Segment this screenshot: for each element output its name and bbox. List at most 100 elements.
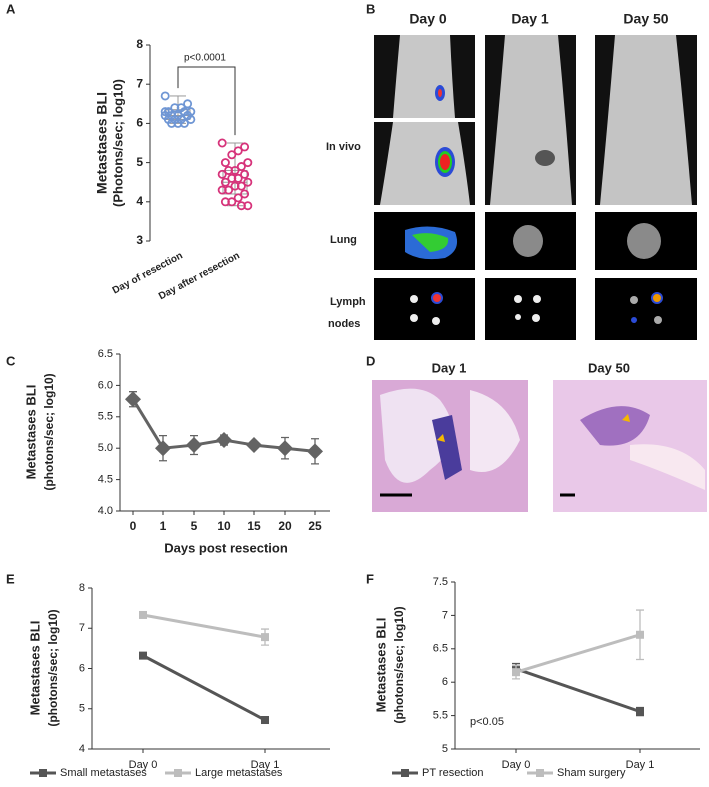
marker — [307, 443, 323, 460]
image-title: Day 1 — [432, 360, 467, 375]
data-point — [227, 150, 237, 160]
y-tick-label: 8 — [79, 582, 85, 594]
y-tick-label: 5 — [79, 703, 85, 715]
y-tick-label: 5.0 — [98, 442, 113, 454]
y-axis-title: Metastases BLI — [23, 385, 38, 480]
annotation: p<0.0001 — [184, 53, 226, 64]
legend-swatch — [174, 769, 182, 777]
panel-label: E — [6, 571, 15, 586]
marker — [261, 716, 269, 725]
y-axis-title: Metastases BLI — [94, 92, 110, 194]
data-point — [233, 146, 243, 156]
marker — [636, 707, 644, 716]
marker — [512, 668, 520, 677]
y-tick-label: 3 — [136, 233, 143, 247]
data-point — [236, 162, 246, 172]
y-tick-label: 7 — [136, 76, 143, 90]
imaging-panel — [374, 35, 697, 340]
data-point — [224, 165, 234, 175]
significance-bracket — [177, 66, 236, 136]
row-label: Lymph — [330, 296, 366, 308]
y-tick-label: 4 — [79, 743, 85, 755]
legend-label: Sham surgery — [557, 767, 626, 779]
panel-label: A — [6, 1, 16, 16]
legend-label: Large metastases — [195, 767, 283, 779]
y-tick-label: 6.5 — [433, 643, 448, 655]
data-point — [243, 177, 253, 187]
marker — [125, 391, 141, 408]
x-tick-label: 5 — [191, 519, 198, 533]
data-point — [220, 197, 230, 207]
y-tick-label: 6.5 — [98, 348, 113, 360]
y-tick-label: 4.5 — [98, 474, 113, 486]
y-axis-title: (photons/sec; log10) — [46, 609, 60, 726]
legend-swatch — [39, 769, 47, 777]
y-tick-label: 7.5 — [433, 576, 448, 588]
data-point — [243, 158, 253, 168]
y-tick-label: 7 — [442, 609, 448, 621]
panel-label: C — [6, 353, 16, 368]
data-point — [220, 177, 230, 187]
data-point — [160, 107, 170, 117]
y-tick-label: 6.0 — [98, 379, 113, 391]
x-tick-label: 10 — [217, 519, 231, 533]
column-title: Day 1 — [511, 11, 549, 27]
marker — [636, 630, 644, 639]
y-tick-label: 6 — [79, 662, 85, 674]
data-point — [227, 173, 237, 183]
x-tick-label: Day 1 — [626, 759, 655, 771]
data-point — [167, 118, 177, 128]
x-tick-label: 15 — [247, 519, 261, 533]
image-title: Day 50 — [588, 360, 630, 375]
y-tick-label: 6 — [136, 116, 143, 130]
x-tick-label: 0 — [130, 519, 137, 533]
column-title: Day 0 — [409, 11, 447, 27]
panel-label: B — [366, 1, 375, 16]
x-tick-label: 25 — [308, 519, 322, 533]
y-axis-title: Metastases BLI — [373, 618, 388, 713]
row-label: Lung — [330, 234, 357, 246]
y-tick-label: 5.5 — [433, 710, 448, 722]
x-tick-label: Day 0 — [129, 759, 158, 771]
data-point — [217, 169, 227, 179]
histology-images — [372, 380, 707, 512]
data-point — [217, 185, 227, 195]
legend-label: Small metastases — [60, 767, 147, 779]
marker — [186, 437, 202, 454]
marker — [246, 437, 262, 454]
column-title: Day 50 — [623, 11, 668, 27]
row-label: nodes — [328, 318, 360, 330]
marker — [139, 651, 147, 660]
y-tick-label: 5.5 — [98, 411, 113, 423]
x-tick-label: Day 1 — [251, 759, 280, 771]
data-point — [183, 99, 193, 109]
y-axis-title: (Photons/sec; log10) — [110, 79, 125, 207]
legend-swatch — [536, 769, 544, 777]
data-point — [183, 111, 193, 121]
data-point — [240, 189, 250, 199]
x-tick-label: Day 0 — [502, 759, 531, 771]
marker — [277, 440, 293, 457]
x-tick-label: 1 — [160, 519, 167, 533]
y-axis-title: (photons/sec; log10) — [42, 373, 56, 490]
data-point — [160, 91, 170, 101]
x-tick-label: 20 — [278, 519, 292, 533]
y-tick-label: 5 — [136, 155, 143, 169]
data-point — [233, 193, 243, 203]
y-tick-label: 8 — [136, 37, 143, 51]
data-point — [240, 142, 250, 152]
y-tick-label: 4.0 — [98, 505, 113, 517]
row-label: In vivo — [326, 141, 361, 153]
series-line — [515, 667, 641, 714]
y-tick-label: 7 — [79, 622, 85, 634]
marker — [261, 633, 269, 642]
annotation: p<0.05 — [470, 716, 504, 728]
marker — [155, 440, 171, 457]
series-line — [142, 613, 266, 639]
data-point — [217, 138, 227, 148]
panel-label: D — [366, 353, 375, 368]
panel-label: F — [366, 571, 374, 586]
data-point — [170, 103, 180, 113]
x-axis-title: Days post resection — [164, 540, 288, 555]
